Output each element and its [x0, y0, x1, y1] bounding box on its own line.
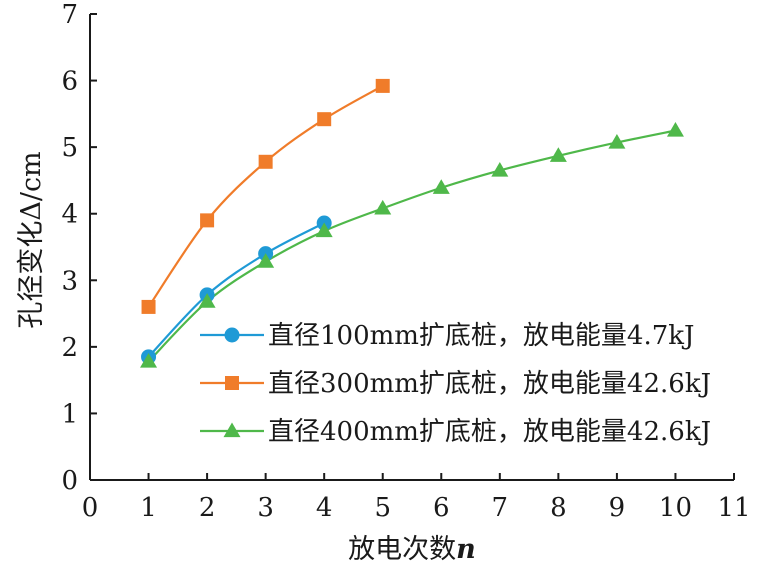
data-point-series-3 — [549, 147, 567, 162]
data-point-series-3 — [198, 293, 216, 308]
y-tick-label: 7 — [61, 0, 78, 30]
legend-item-1: 直径100mm扩底桩，放电能量4.7kJ — [200, 321, 694, 351]
x-tick-label: 9 — [609, 493, 626, 523]
y-axis-title: 孔径变化Δ/cm — [16, 151, 47, 328]
y-tick-label: 6 — [61, 67, 78, 97]
x-tick-label: 5 — [374, 493, 391, 523]
legend-item-3: 直径400mm扩底桩，放电能量42.6kJ — [200, 417, 711, 447]
x-axis-title-variable: n — [456, 534, 476, 565]
legend-label: 直径100mm扩底桩，放电能量4.7kJ — [268, 321, 694, 351]
x-tick-label: 8 — [550, 493, 567, 523]
data-point-series-3 — [140, 353, 158, 368]
data-point-series-3 — [491, 161, 509, 177]
y-tick-label: 1 — [61, 399, 78, 429]
legend-marker — [224, 327, 240, 343]
legend-marker — [225, 376, 239, 390]
legend-marker — [223, 422, 241, 438]
series-markers — [140, 78, 684, 368]
axes — [89, 14, 734, 481]
data-point-series-2 — [258, 154, 273, 169]
data-point-series-3 — [374, 199, 392, 215]
data-point-series-3 — [315, 222, 333, 238]
x-tick-label: 11 — [717, 493, 750, 523]
data-point-series-3 — [608, 133, 626, 149]
y-tick-label: 2 — [61, 333, 78, 363]
data-point-series-2 — [200, 213, 215, 228]
legend: 直径100mm扩底桩，放电能量4.7kJ 直径300mm扩底桩，放电能量42.6k… — [200, 321, 711, 447]
data-point-series-3 — [432, 179, 450, 194]
legend-item-2: 直径300mm扩底桩，放电能量42.6kJ — [200, 369, 711, 399]
data-point-series-3 — [257, 253, 275, 268]
legend-label: 直径300mm扩底桩，放电能量42.6kJ — [268, 369, 711, 399]
x-tick-label: 0 — [82, 493, 99, 523]
data-point-series-3 — [666, 122, 684, 137]
y-tick-label: 4 — [61, 200, 78, 230]
data-point-series-2 — [375, 78, 390, 93]
y-tick-label: 0 — [61, 466, 78, 496]
x-tick-label: 3 — [257, 493, 274, 523]
series-line-1 — [147, 222, 325, 358]
y-tick-label: 3 — [61, 266, 78, 296]
x-tick-label: 4 — [316, 493, 333, 523]
x-tick-label: 10 — [659, 493, 692, 523]
legend-label: 直径400mm扩底桩，放电能量42.6kJ — [268, 417, 711, 447]
x-tick-label: 1 — [140, 493, 157, 523]
tick-marks — [89, 13, 735, 481]
x-tick-label: 6 — [433, 493, 450, 523]
series-line-2 — [147, 84, 384, 308]
x-tick-label: 7 — [492, 493, 509, 523]
x-tick-label: 2 — [199, 493, 216, 523]
series-line-3 — [147, 129, 676, 363]
tick-labels: 0 1 2 3 4 5 6 7 8 9 10 11 0 1 2 3 4 5 6 7 — [61, 0, 750, 523]
data-point-series-2 — [317, 112, 332, 127]
y-tick-label: 5 — [61, 133, 78, 163]
data-point-series-2 — [141, 299, 156, 314]
x-axis-title: 放电次数n — [348, 534, 476, 565]
x-axis-title-text: 放电次数 — [348, 534, 456, 565]
